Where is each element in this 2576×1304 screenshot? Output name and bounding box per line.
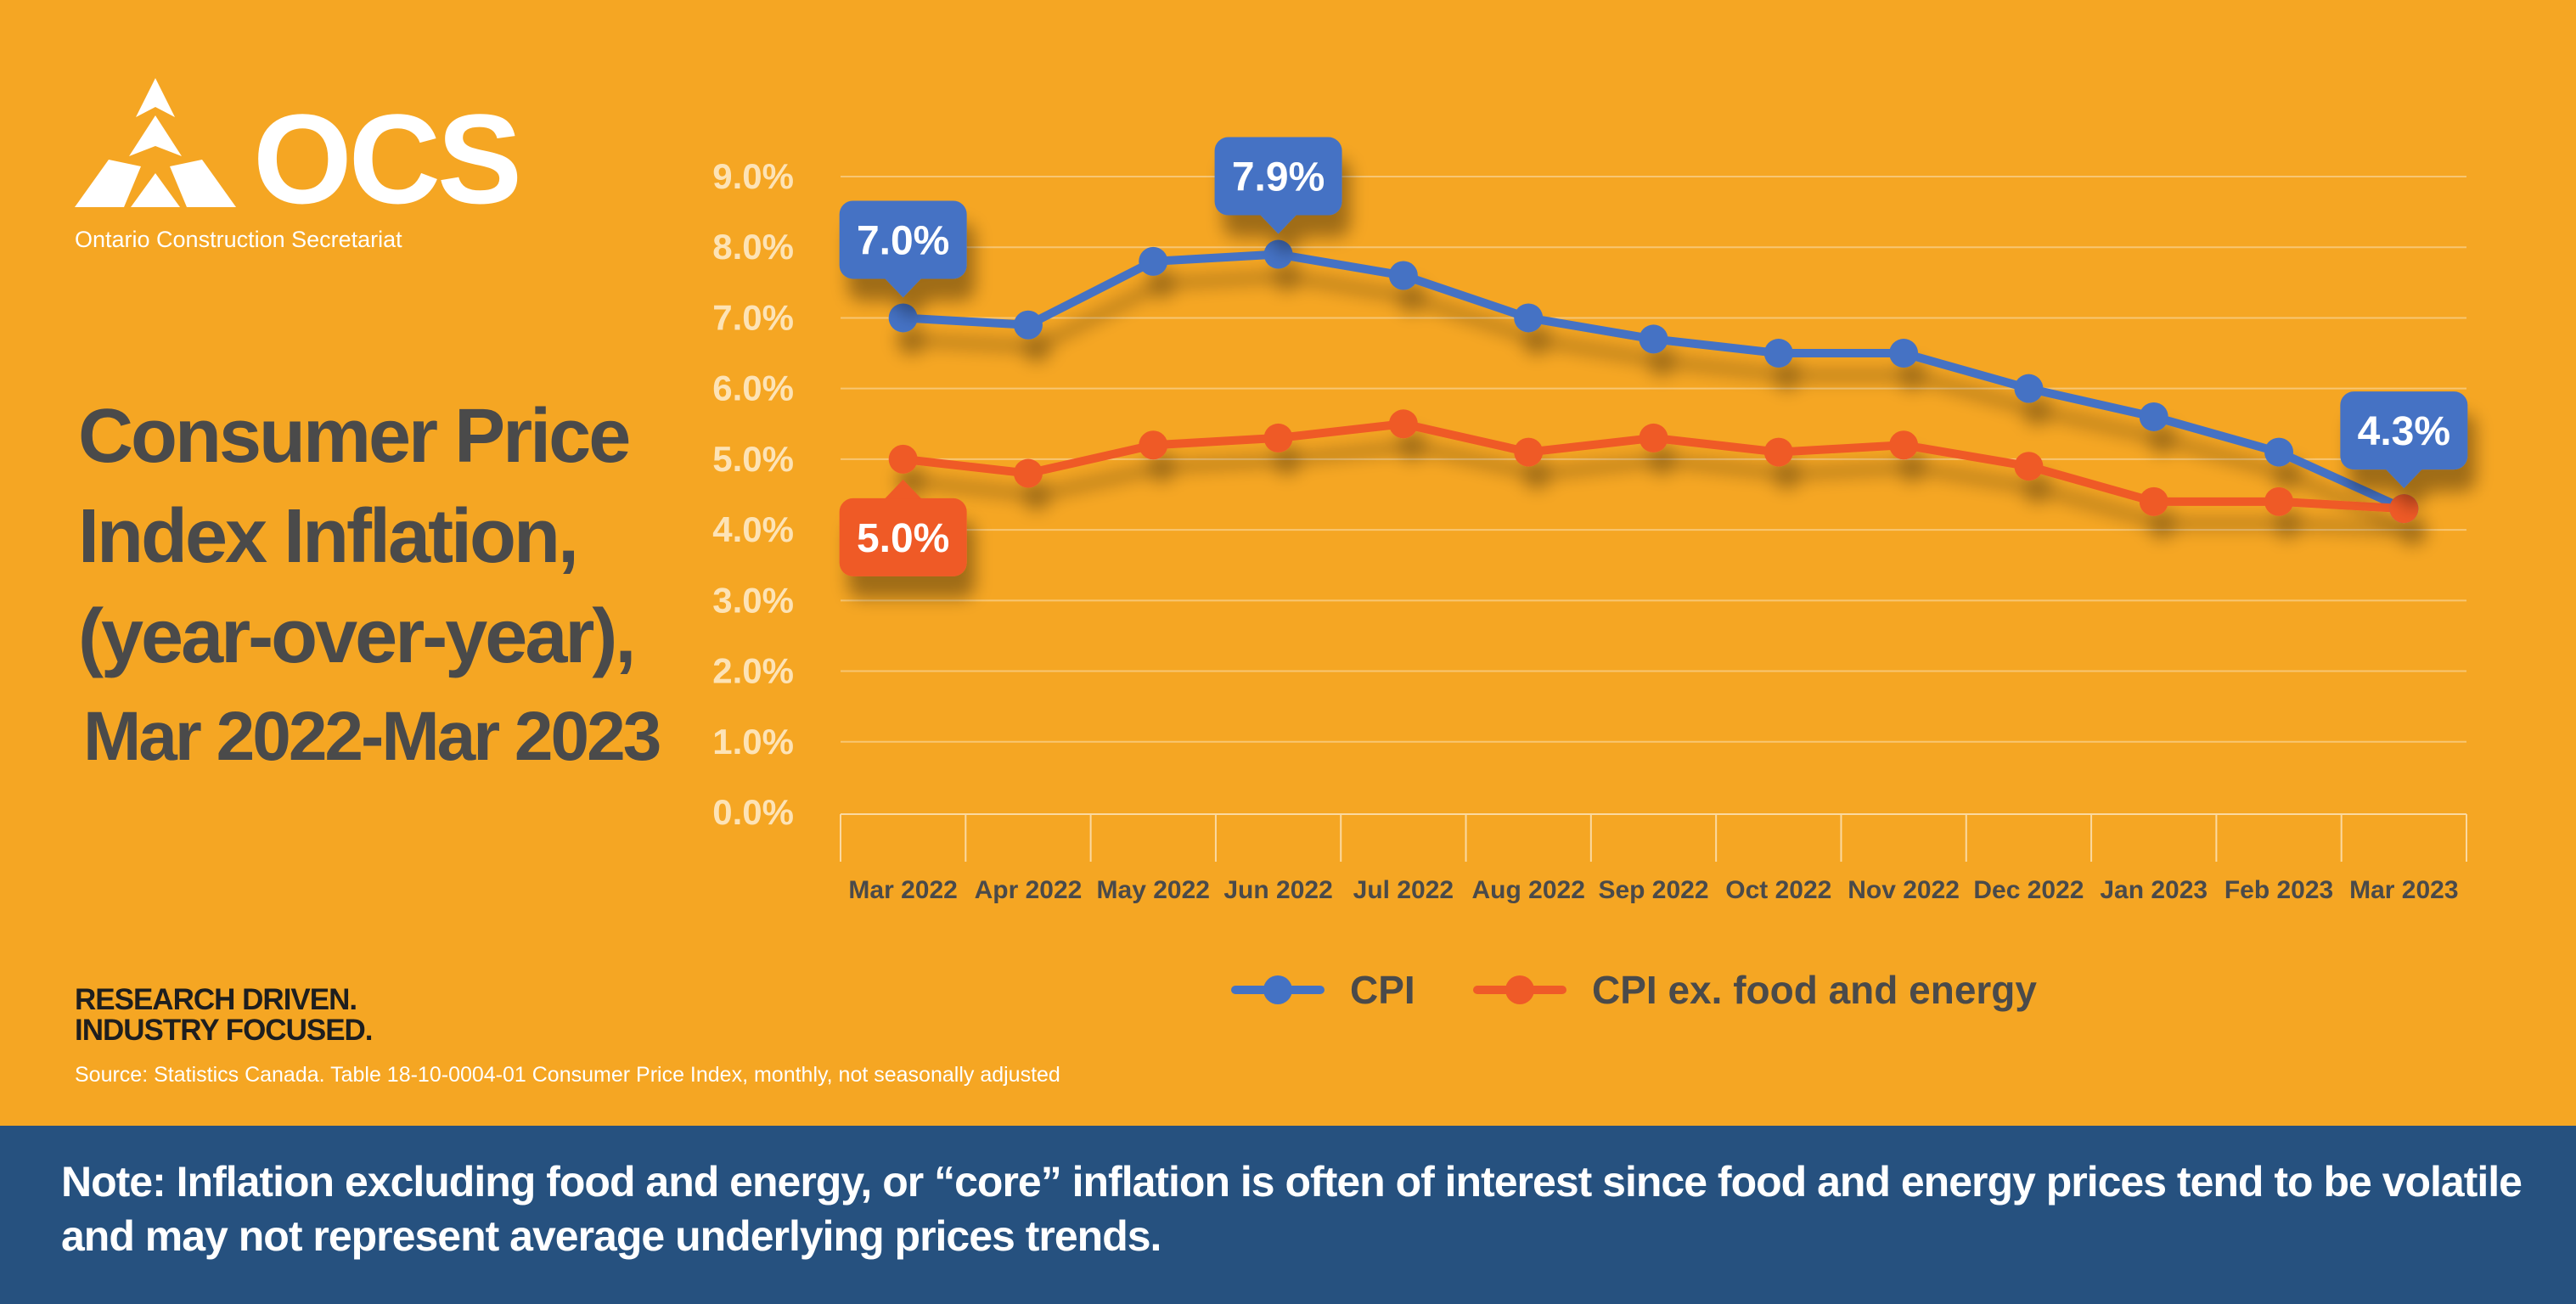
note-text: Note: Inflation excluding food and energ… bbox=[61, 1158, 2523, 1260]
x-axis: Mar 2022 Apr 2022 May 2022 Jun 2022 Jul 2022… bbox=[840, 813, 2467, 904]
x-tick-label: Jul 2022 bbox=[1353, 876, 1454, 904]
tagline-line-1: RESEARCH DRIVEN. bbox=[75, 983, 357, 1016]
legend-label: CPI bbox=[1350, 968, 1415, 1012]
organization-name: Ontario Construction Secretariat bbox=[75, 227, 402, 252]
legend-swatch-dot bbox=[1263, 975, 1292, 1004]
title-line-1: Consumer Price bbox=[78, 394, 631, 479]
y-tick-label: 1.0% bbox=[712, 722, 794, 762]
callout-label: 7.0% bbox=[857, 218, 949, 263]
callout-pointer bbox=[884, 278, 922, 298]
legend: CPI CPI ex. food and energy bbox=[1231, 968, 2037, 1012]
y-tick-label: 9.0% bbox=[712, 156, 794, 196]
x-tick-label: Oct 2022 bbox=[1725, 876, 1831, 904]
data-point bbox=[1639, 423, 1668, 452]
data-point bbox=[2264, 486, 2294, 516]
data-point bbox=[2014, 374, 2044, 403]
logo-wordmark: OCS bbox=[253, 87, 522, 230]
line-chart: 0.0% 1.0% 2.0% 3.0% 4.0% 5.0% 6.0% 7.0% 8.0% 9.0%… bbox=[712, 137, 2468, 1012]
data-point bbox=[1514, 437, 1544, 467]
data-point bbox=[1263, 423, 1293, 452]
x-tick-label: Aug 2022 bbox=[1471, 876, 1584, 904]
callout-box bbox=[839, 200, 967, 279]
callout-label: 7.9% bbox=[1232, 155, 1325, 200]
y-tick-label: 0.0% bbox=[712, 792, 794, 832]
data-point bbox=[1763, 339, 1793, 368]
data-point bbox=[2139, 402, 2168, 431]
x-tick-label: Jun 2022 bbox=[1223, 876, 1332, 904]
callout-pointer bbox=[2385, 469, 2423, 489]
x-tick-label: Mar 2023 bbox=[2349, 876, 2458, 904]
note-band bbox=[0, 1126, 2576, 1304]
data-point bbox=[2014, 452, 2044, 481]
callout-pointer bbox=[884, 479, 922, 499]
callout-label: 5.0% bbox=[857, 516, 949, 561]
data-point bbox=[1388, 261, 1418, 290]
tagline-line-2: INDUSTRY FOCUSED. bbox=[75, 1014, 374, 1047]
ocs-emblem-icon bbox=[75, 78, 236, 207]
x-tick-label: Apr 2022 bbox=[975, 876, 1083, 904]
data-point bbox=[1763, 437, 1793, 467]
x-tick-label: Mar 2022 bbox=[848, 876, 957, 904]
y-tick-label: 5.0% bbox=[712, 439, 794, 479]
callout-pointer bbox=[1259, 214, 1297, 234]
data-point bbox=[888, 303, 918, 333]
legend-label: CPI ex. food and energy bbox=[1592, 968, 2037, 1012]
x-tick-label: Jan 2023 bbox=[2100, 876, 2208, 904]
data-point bbox=[1263, 239, 1293, 269]
x-tick-label: Sep 2022 bbox=[1598, 876, 1708, 904]
callout: 5.0% bbox=[839, 479, 967, 576]
x-tick-label: Nov 2022 bbox=[1848, 876, 1960, 904]
y-tick-label: 8.0% bbox=[712, 227, 794, 267]
y-tick-label: 3.0% bbox=[712, 580, 794, 620]
data-point bbox=[888, 444, 918, 474]
data-point bbox=[1889, 430, 1919, 460]
title-line-4: Mar 2022-Mar 2023 bbox=[83, 698, 661, 775]
title-line-3: (year-over-year), bbox=[78, 594, 636, 679]
series-group bbox=[888, 239, 2419, 524]
data-point bbox=[2389, 494, 2419, 524]
chart-title: Consumer Price Index Inflation, (year-ov… bbox=[78, 386, 672, 787]
callout: 7.0% bbox=[839, 200, 967, 298]
x-tick-label: Dec 2022 bbox=[1973, 876, 2084, 904]
legend-swatch-dot bbox=[1505, 975, 1534, 1004]
y-tick-label: 6.0% bbox=[712, 368, 794, 408]
y-tick-label: 7.0% bbox=[712, 297, 794, 337]
callout: 7.9% bbox=[1214, 137, 1342, 234]
data-point bbox=[1013, 458, 1043, 488]
data-point bbox=[1388, 409, 1418, 439]
callout-box bbox=[839, 497, 967, 576]
data-point bbox=[1139, 430, 1168, 460]
callout: 4.3% bbox=[2340, 391, 2468, 489]
data-point bbox=[2139, 486, 2168, 516]
y-axis-ticks: 0.0% 1.0% 2.0% 3.0% 4.0% 5.0% 6.0% 7.0% 8.0% 9.0% bbox=[712, 156, 794, 832]
grid-lines bbox=[841, 176, 2466, 743]
y-tick-label: 4.0% bbox=[712, 509, 794, 549]
series-line-cpi bbox=[898, 250, 2409, 514]
data-point bbox=[1013, 310, 1043, 340]
ocs-logo: OCS Ontario Construction Secretariat bbox=[75, 78, 522, 265]
x-tick-label: Feb 2023 bbox=[2224, 876, 2333, 904]
tagline: RESEARCH DRIVEN. INDUSTRY FOCUSED. bbox=[75, 983, 374, 1047]
callouts-group: 7.0% 7.9% 4.3% 5.0% bbox=[839, 137, 2468, 576]
callout-label: 4.3% bbox=[2358, 409, 2450, 454]
x-tick-label: May 2022 bbox=[1097, 876, 1210, 904]
callout-box bbox=[1214, 137, 1342, 216]
title-line-2: Index Inflation, bbox=[78, 494, 579, 579]
data-point bbox=[2264, 437, 2294, 467]
data-point bbox=[1889, 339, 1919, 368]
y-tick-label: 2.0% bbox=[712, 651, 794, 691]
data-point bbox=[1139, 246, 1168, 276]
data-point bbox=[1514, 303, 1544, 333]
callout-box bbox=[2340, 391, 2468, 470]
data-point bbox=[1639, 324, 1668, 354]
source-note: Source: Statistics Canada. Table 18-10-0… bbox=[75, 1063, 1060, 1087]
